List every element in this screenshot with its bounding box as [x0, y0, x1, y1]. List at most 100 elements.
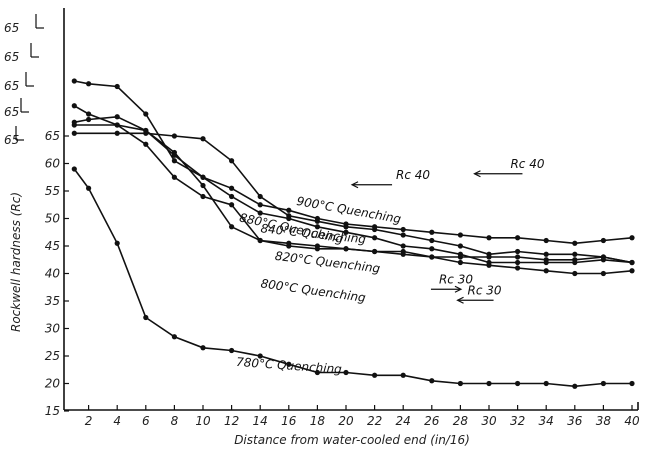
series-point — [543, 251, 549, 257]
series-point — [257, 353, 263, 359]
series-point — [372, 235, 378, 241]
series-point — [457, 380, 463, 387]
series-point — [71, 166, 77, 172]
x-tick-label: 38 — [596, 414, 612, 428]
y-offset-tick-label: 65 — [4, 21, 19, 35]
series-point — [600, 237, 607, 244]
series-point — [343, 369, 349, 376]
series-point — [86, 185, 92, 191]
series-point — [629, 235, 635, 241]
series-point — [257, 193, 263, 200]
series-point — [457, 232, 463, 238]
series-point — [286, 207, 292, 213]
series-point — [286, 361, 292, 367]
series-point — [200, 182, 206, 189]
series-point — [372, 372, 378, 378]
series-point — [171, 334, 177, 340]
x-tick-label: 26 — [424, 414, 440, 428]
series-point — [515, 380, 521, 387]
series-point — [515, 254, 521, 260]
y-offset-tick-label: 65 — [4, 79, 19, 93]
series-point — [486, 254, 492, 260]
series-point — [71, 78, 77, 84]
series-point — [429, 246, 435, 252]
x-axis-title: Distance from water-cooled end (in/16) — [234, 433, 470, 447]
x-tick-label: 20 — [338, 414, 354, 428]
axes — [63, 8, 639, 411]
rc-annotation-label: Rc 30 — [468, 283, 502, 297]
series-point — [229, 158, 235, 164]
y-tick-label: 50 — [45, 212, 61, 226]
series-point — [200, 345, 206, 351]
series-point — [286, 215, 292, 222]
series-point — [343, 246, 349, 252]
series-line — [73, 105, 633, 275]
x-tick-label: 32 — [510, 414, 525, 428]
x-tick-label: 6 — [142, 414, 150, 428]
y-tick-label: 20 — [45, 377, 61, 391]
series-point — [486, 380, 492, 387]
series-point — [515, 265, 521, 271]
y-tick-label: 40 — [45, 267, 61, 281]
series-point — [86, 81, 92, 87]
y-tick-label: 45 — [45, 239, 60, 253]
series-line — [74, 80, 633, 245]
x-tick-label: 2 — [85, 414, 93, 428]
y-tick-label: 35 — [45, 294, 60, 308]
x-tick-label: 22 — [367, 414, 382, 428]
series-point — [71, 119, 77, 125]
series-line — [73, 168, 632, 388]
series-point — [200, 136, 206, 142]
series-point — [314, 215, 320, 222]
x-tick-label: 30 — [481, 414, 497, 428]
series-point — [457, 243, 463, 249]
ticks: 2 4 6 8 10 12 14 16 18 20 22 24 26 28 30 32 34 36 38 401520… — [4, 14, 640, 428]
series-point — [229, 202, 235, 208]
rc-annotation-label: Rc 40 — [510, 157, 544, 171]
series-point — [543, 259, 549, 266]
series-point — [229, 224, 235, 230]
series-point — [629, 268, 635, 274]
series-point — [629, 259, 635, 266]
series-point — [343, 221, 349, 227]
series-point — [314, 224, 320, 230]
x-tick-label: 14 — [253, 414, 268, 428]
series-label: 780°C Quenching — [236, 355, 343, 376]
series-point — [257, 202, 263, 208]
series-point — [114, 122, 120, 128]
series-point — [114, 130, 120, 136]
series-point — [286, 240, 292, 246]
series-point — [257, 210, 263, 216]
x-tick-label: 12 — [224, 414, 239, 428]
series-point — [229, 185, 235, 191]
series-point — [229, 347, 235, 354]
series-lines — [71, 78, 635, 389]
series-point — [429, 378, 435, 384]
y-tick-label: 65 — [45, 129, 60, 143]
series-label: 800°C Quenching — [260, 276, 367, 305]
series-point — [143, 111, 149, 117]
x-tick-label: 34 — [539, 414, 554, 428]
series-point — [200, 174, 206, 180]
series-point — [572, 270, 578, 277]
rc-annotation-label: Rc 30 — [439, 272, 473, 286]
rc-annotation-arrowhead — [350, 181, 359, 189]
x-tick-label: 28 — [453, 414, 469, 428]
y-tick-label: 55 — [45, 184, 60, 198]
series-point — [314, 243, 320, 249]
y-offset-tick-label: 65 — [4, 50, 19, 64]
y-tick-label: 25 — [45, 349, 60, 363]
x-tick-label: 10 — [195, 414, 211, 428]
series-point — [343, 229, 349, 235]
series-point — [572, 259, 578, 266]
x-tick-label: 40 — [624, 414, 640, 428]
series-point — [229, 193, 235, 200]
series-point — [257, 237, 263, 244]
series-point — [372, 248, 378, 255]
x-tick-label: 8 — [171, 414, 179, 428]
series-point — [515, 248, 521, 255]
x-tick-label: 24 — [396, 414, 411, 428]
series-point — [314, 369, 320, 376]
